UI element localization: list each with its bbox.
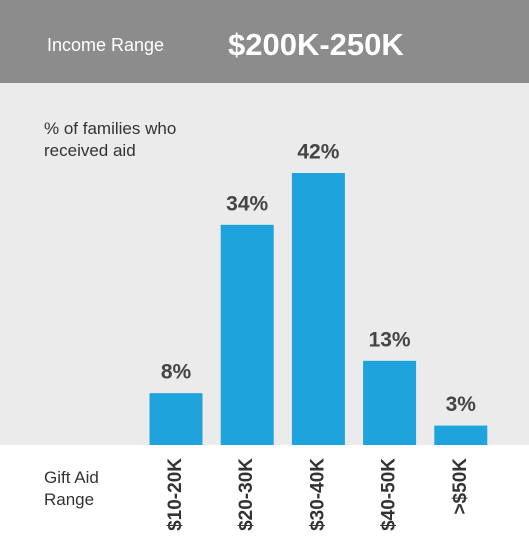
bar <box>434 425 488 445</box>
x-tick-label: $30-40K <box>307 458 328 531</box>
x-label-box: Gift Aid Range <box>44 468 99 509</box>
value-label: 8% <box>161 361 192 384</box>
bar <box>149 393 203 445</box>
bar <box>291 173 345 445</box>
x-tick-label: $20-30K <box>236 458 257 531</box>
bar <box>220 224 274 445</box>
x-tick-label: $40-50K <box>379 458 400 531</box>
value-label: 34% <box>226 192 268 215</box>
bar <box>363 360 417 445</box>
header-label: Income Range <box>47 35 164 55</box>
x-axis-label: Gift Aid Range <box>44 468 99 509</box>
x-tick-label: >$50K <box>450 458 471 515</box>
value-label: 3% <box>446 393 477 416</box>
x-tick-label: $10-20K <box>165 458 186 531</box>
value-label: 42% <box>297 141 339 164</box>
header-band <box>0 0 529 83</box>
value-label: 13% <box>369 328 411 351</box>
title-box: % of families who received aid <box>44 119 177 160</box>
chart-title: % of families who received aid <box>44 119 177 160</box>
header-value: $200K-250K <box>228 27 404 62</box>
